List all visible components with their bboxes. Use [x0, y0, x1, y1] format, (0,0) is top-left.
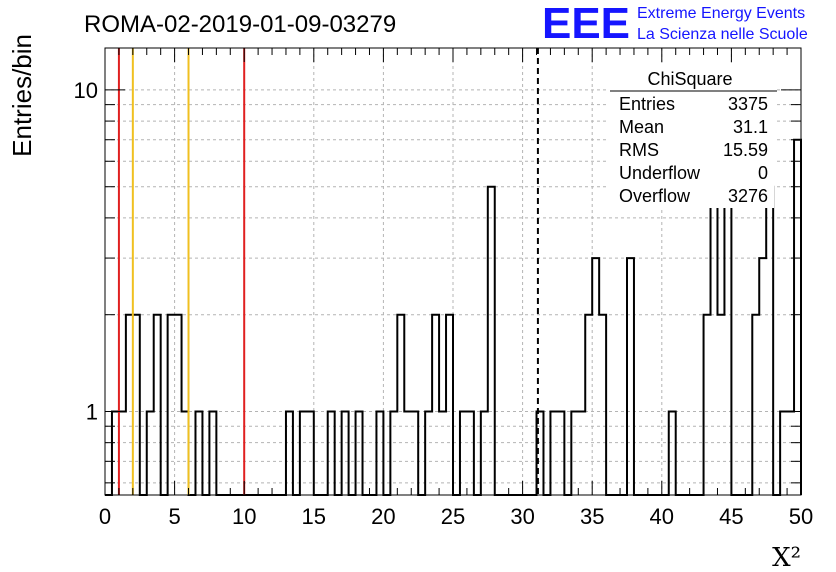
x-tick-label: 15: [302, 504, 326, 529]
stats-row-value: 3375: [728, 94, 768, 114]
logo: EEE Extreme Energy Events La Scienza nel…: [542, 0, 808, 48]
stats-row-value: 15.59: [723, 140, 768, 160]
x-tick-label: 10: [232, 504, 256, 529]
stats-row-label: Underflow: [619, 163, 701, 183]
stats-row-label: RMS: [619, 140, 659, 160]
stats-row-value: 31.1: [733, 117, 768, 137]
x-tick-label: 40: [650, 504, 674, 529]
marker-lines: [117, 48, 539, 495]
stats-title: ChiSquare: [647, 69, 732, 89]
stats-row-value: 0: [758, 163, 768, 183]
logo-mark: EEE: [542, 0, 630, 48]
y-axis-label: Entries/bin: [7, 34, 37, 157]
y-tick-label: 10: [74, 78, 98, 103]
x-tick-label: 45: [719, 504, 743, 529]
x-tick-label: 5: [168, 504, 180, 529]
stats-row-label: Mean: [619, 117, 664, 137]
stats-row-label: Overflow: [619, 186, 691, 206]
stats-row-value: 3276: [728, 186, 768, 206]
chart-title: ROMA-02-2019-01-09-03279: [84, 11, 396, 38]
x-tick-label: 25: [441, 504, 465, 529]
y-tick-label: 1: [86, 400, 98, 425]
x-axis-label: X²: [772, 543, 801, 572]
axes: 0 5 10 15 20 25 30 35 40 45 50 1 10: [74, 47, 813, 529]
logo-line-1: Extreme Energy Events: [637, 5, 805, 22]
x-tick-label: 0: [99, 504, 111, 529]
x-tick-label: 35: [580, 504, 604, 529]
stats-box-bg: [606, 66, 774, 208]
logo-line-2: La Scienza nelle Scuole: [637, 26, 808, 43]
stats-row-label: Entries: [619, 94, 675, 114]
x-tick-label: 50: [789, 504, 813, 529]
x-tick-label: 30: [510, 504, 534, 529]
x-tick-label: 20: [371, 504, 395, 529]
stats-box: ChiSquare Entries 3375 Mean 31.1 RMS 15.59 Und…: [606, 66, 777, 208]
